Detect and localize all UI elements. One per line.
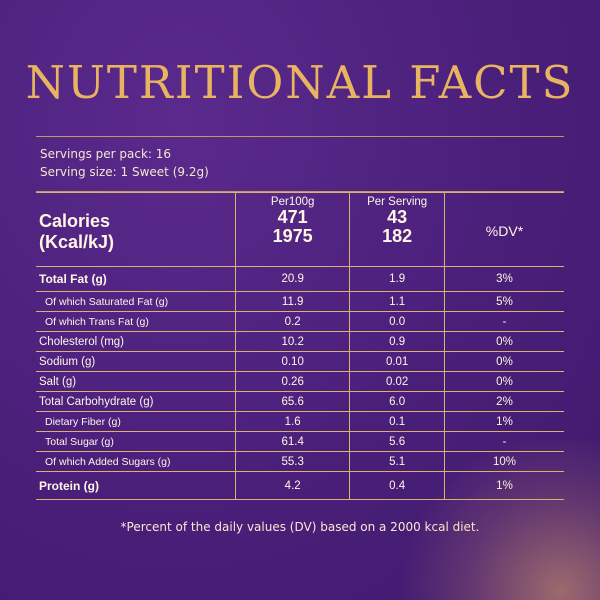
row-dv: 3% (443, 266, 564, 292)
row-label: Dietary Fiber (g) (36, 411, 237, 432)
servings-per-pack: Servings per pack: 16 (40, 147, 172, 161)
calories-label: Calories (39, 211, 111, 231)
per100g-kcal: 471 (277, 207, 308, 227)
table-row: Total Sugar (g) 61.4 5.6 - (36, 431, 564, 452)
row-serving: 0.01 (349, 351, 445, 372)
row-per100g: 61.4 (235, 431, 351, 452)
row-serving: 1.1 (349, 291, 445, 312)
row-dv: - (443, 431, 564, 452)
row-dv: 1% (443, 471, 564, 500)
table-top-divider (36, 191, 564, 192)
row-label: Total Fat (g) (36, 266, 237, 292)
row-dv: 0% (443, 331, 564, 352)
row-per100g: 4.2 (235, 471, 351, 500)
row-per100g: 11.9 (235, 291, 351, 312)
table-row: Total Carbohydrate (g) 65.6 6.0 2% (36, 391, 564, 412)
row-serving: 0.9 (349, 331, 445, 352)
row-serving: 6.0 (349, 391, 445, 412)
row-serving: 0.4 (349, 471, 445, 500)
nutrition-table: Calories (Kcal/kJ) Per100g 471 1975 Per … (36, 192, 564, 500)
row-dv: 1% (443, 411, 564, 432)
row-serving: 1.9 (349, 266, 445, 292)
perserving-header-cell: Per Serving 43 182 (349, 192, 445, 267)
serving-size: Serving size: 1 Sweet (9.2g) (40, 165, 209, 179)
table-row: Salt (g) 0.26 0.02 0% (36, 371, 564, 392)
row-per100g: 0.2 (235, 311, 351, 332)
page-title: NUTRITIONAL FACTS (25, 56, 575, 109)
row-label: Total Carbohydrate (g) (36, 391, 237, 412)
table-row: Of which Saturated Fat (g) 11.9 1.1 5% (36, 291, 564, 312)
calories-header-row: Calories (Kcal/kJ) Per100g 471 1975 Per … (36, 192, 564, 267)
table-row: Of which Trans Fat (g) 0.2 0.0 - (36, 311, 564, 332)
perserving-kj: 182 (382, 226, 413, 246)
row-label: Of which Trans Fat (g) (36, 311, 237, 332)
row-serving: 0.1 (349, 411, 445, 432)
row-per100g: 55.3 (235, 451, 351, 472)
per100g-header: Per100g (270, 196, 315, 208)
row-dv: 5% (443, 291, 564, 312)
row-per100g: 1.6 (235, 411, 351, 432)
row-label: Total Sugar (g) (36, 431, 237, 452)
row-per100g: 0.26 (235, 371, 351, 392)
footnote: *Percent of the daily values (DV) based … (120, 520, 480, 534)
row-dv: 0% (443, 371, 564, 392)
row-serving: 5.6 (349, 431, 445, 452)
row-per100g: 65.6 (235, 391, 351, 412)
perserving-header: Per Serving (367, 196, 428, 208)
row-per100g: 20.9 (235, 266, 351, 292)
dv-header: %DV* (485, 223, 524, 239)
row-dv: 2% (443, 391, 564, 412)
per100g-kj: 1975 (272, 226, 313, 246)
top-divider (36, 136, 564, 137)
perserving-kcal: 43 (387, 207, 408, 227)
row-label: Protein (g) (36, 471, 237, 500)
row-label: Of which Added Sugars (g) (36, 451, 237, 472)
row-dv: - (443, 311, 564, 332)
per100g-header-cell: Per100g 471 1975 (235, 192, 351, 267)
table-row: Protein (g) 4.2 0.4 1% (36, 471, 564, 500)
row-label: Cholesterol (mg) (36, 331, 237, 352)
table-row: Cholesterol (mg) 10.2 0.9 0% (36, 331, 564, 352)
row-serving: 5.1 (349, 451, 445, 472)
row-serving: 0.02 (349, 371, 445, 392)
row-dv: 0% (443, 351, 564, 372)
dv-header-cell: %DV* (443, 192, 564, 267)
calories-unit-label: (Kcal/kJ) (39, 232, 115, 252)
table-row: Of which Added Sugars (g) 55.3 5.1 10% (36, 451, 564, 472)
row-label: Salt (g) (36, 371, 237, 392)
table-row: Dietary Fiber (g) 1.6 0.1 1% (36, 411, 564, 432)
table-row: Sodium (g) 0.10 0.01 0% (36, 351, 564, 372)
table-row: Total Fat (g) 20.9 1.9 3% (36, 266, 564, 292)
row-label: Of which Saturated Fat (g) (36, 291, 237, 312)
row-per100g: 0.10 (235, 351, 351, 372)
row-serving: 0.0 (349, 311, 445, 332)
calories-label-cell: Calories (Kcal/kJ) (36, 192, 237, 267)
row-per100g: 10.2 (235, 331, 351, 352)
row-dv: 10% (443, 451, 564, 472)
row-label: Sodium (g) (36, 351, 237, 372)
